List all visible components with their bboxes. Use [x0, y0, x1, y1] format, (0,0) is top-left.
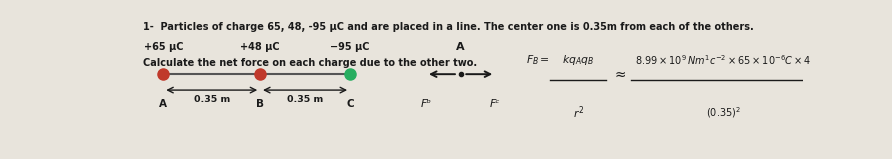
Text: $kq_Aq_B$: $kq_Aq_B$ [562, 53, 594, 67]
Text: A: A [160, 99, 168, 109]
Text: $r^2$: $r^2$ [573, 105, 583, 121]
Text: 0.35 m: 0.35 m [287, 95, 323, 104]
Text: $F_B =$: $F_B =$ [526, 53, 550, 67]
Text: Fᵇ: Fᵇ [420, 99, 432, 109]
Text: $(0.35)^2$: $(0.35)^2$ [706, 105, 740, 120]
Text: A: A [457, 42, 465, 52]
Text: Fᶜ: Fᶜ [490, 99, 500, 109]
Text: 0.35 m: 0.35 m [194, 95, 230, 104]
Text: 1-  Particles of charge 65, 48, -95 μC and are placed in a line. The center one : 1- Particles of charge 65, 48, -95 μC an… [143, 21, 754, 31]
Text: $8.99\times10^9\,Nm^1c^{-2}\times65\times10^{-6}C\times4$: $8.99\times10^9\,Nm^1c^{-2}\times65\time… [635, 53, 812, 67]
Text: C: C [346, 99, 354, 109]
Text: −95 μC: −95 μC [330, 42, 370, 52]
Text: B: B [256, 99, 264, 109]
Text: +48 μC: +48 μC [240, 42, 280, 52]
Text: ≈: ≈ [615, 68, 626, 82]
Text: Calculate the net force on each charge due to the other two.: Calculate the net force on each charge d… [143, 58, 476, 68]
Text: +65 μC: +65 μC [144, 42, 183, 52]
